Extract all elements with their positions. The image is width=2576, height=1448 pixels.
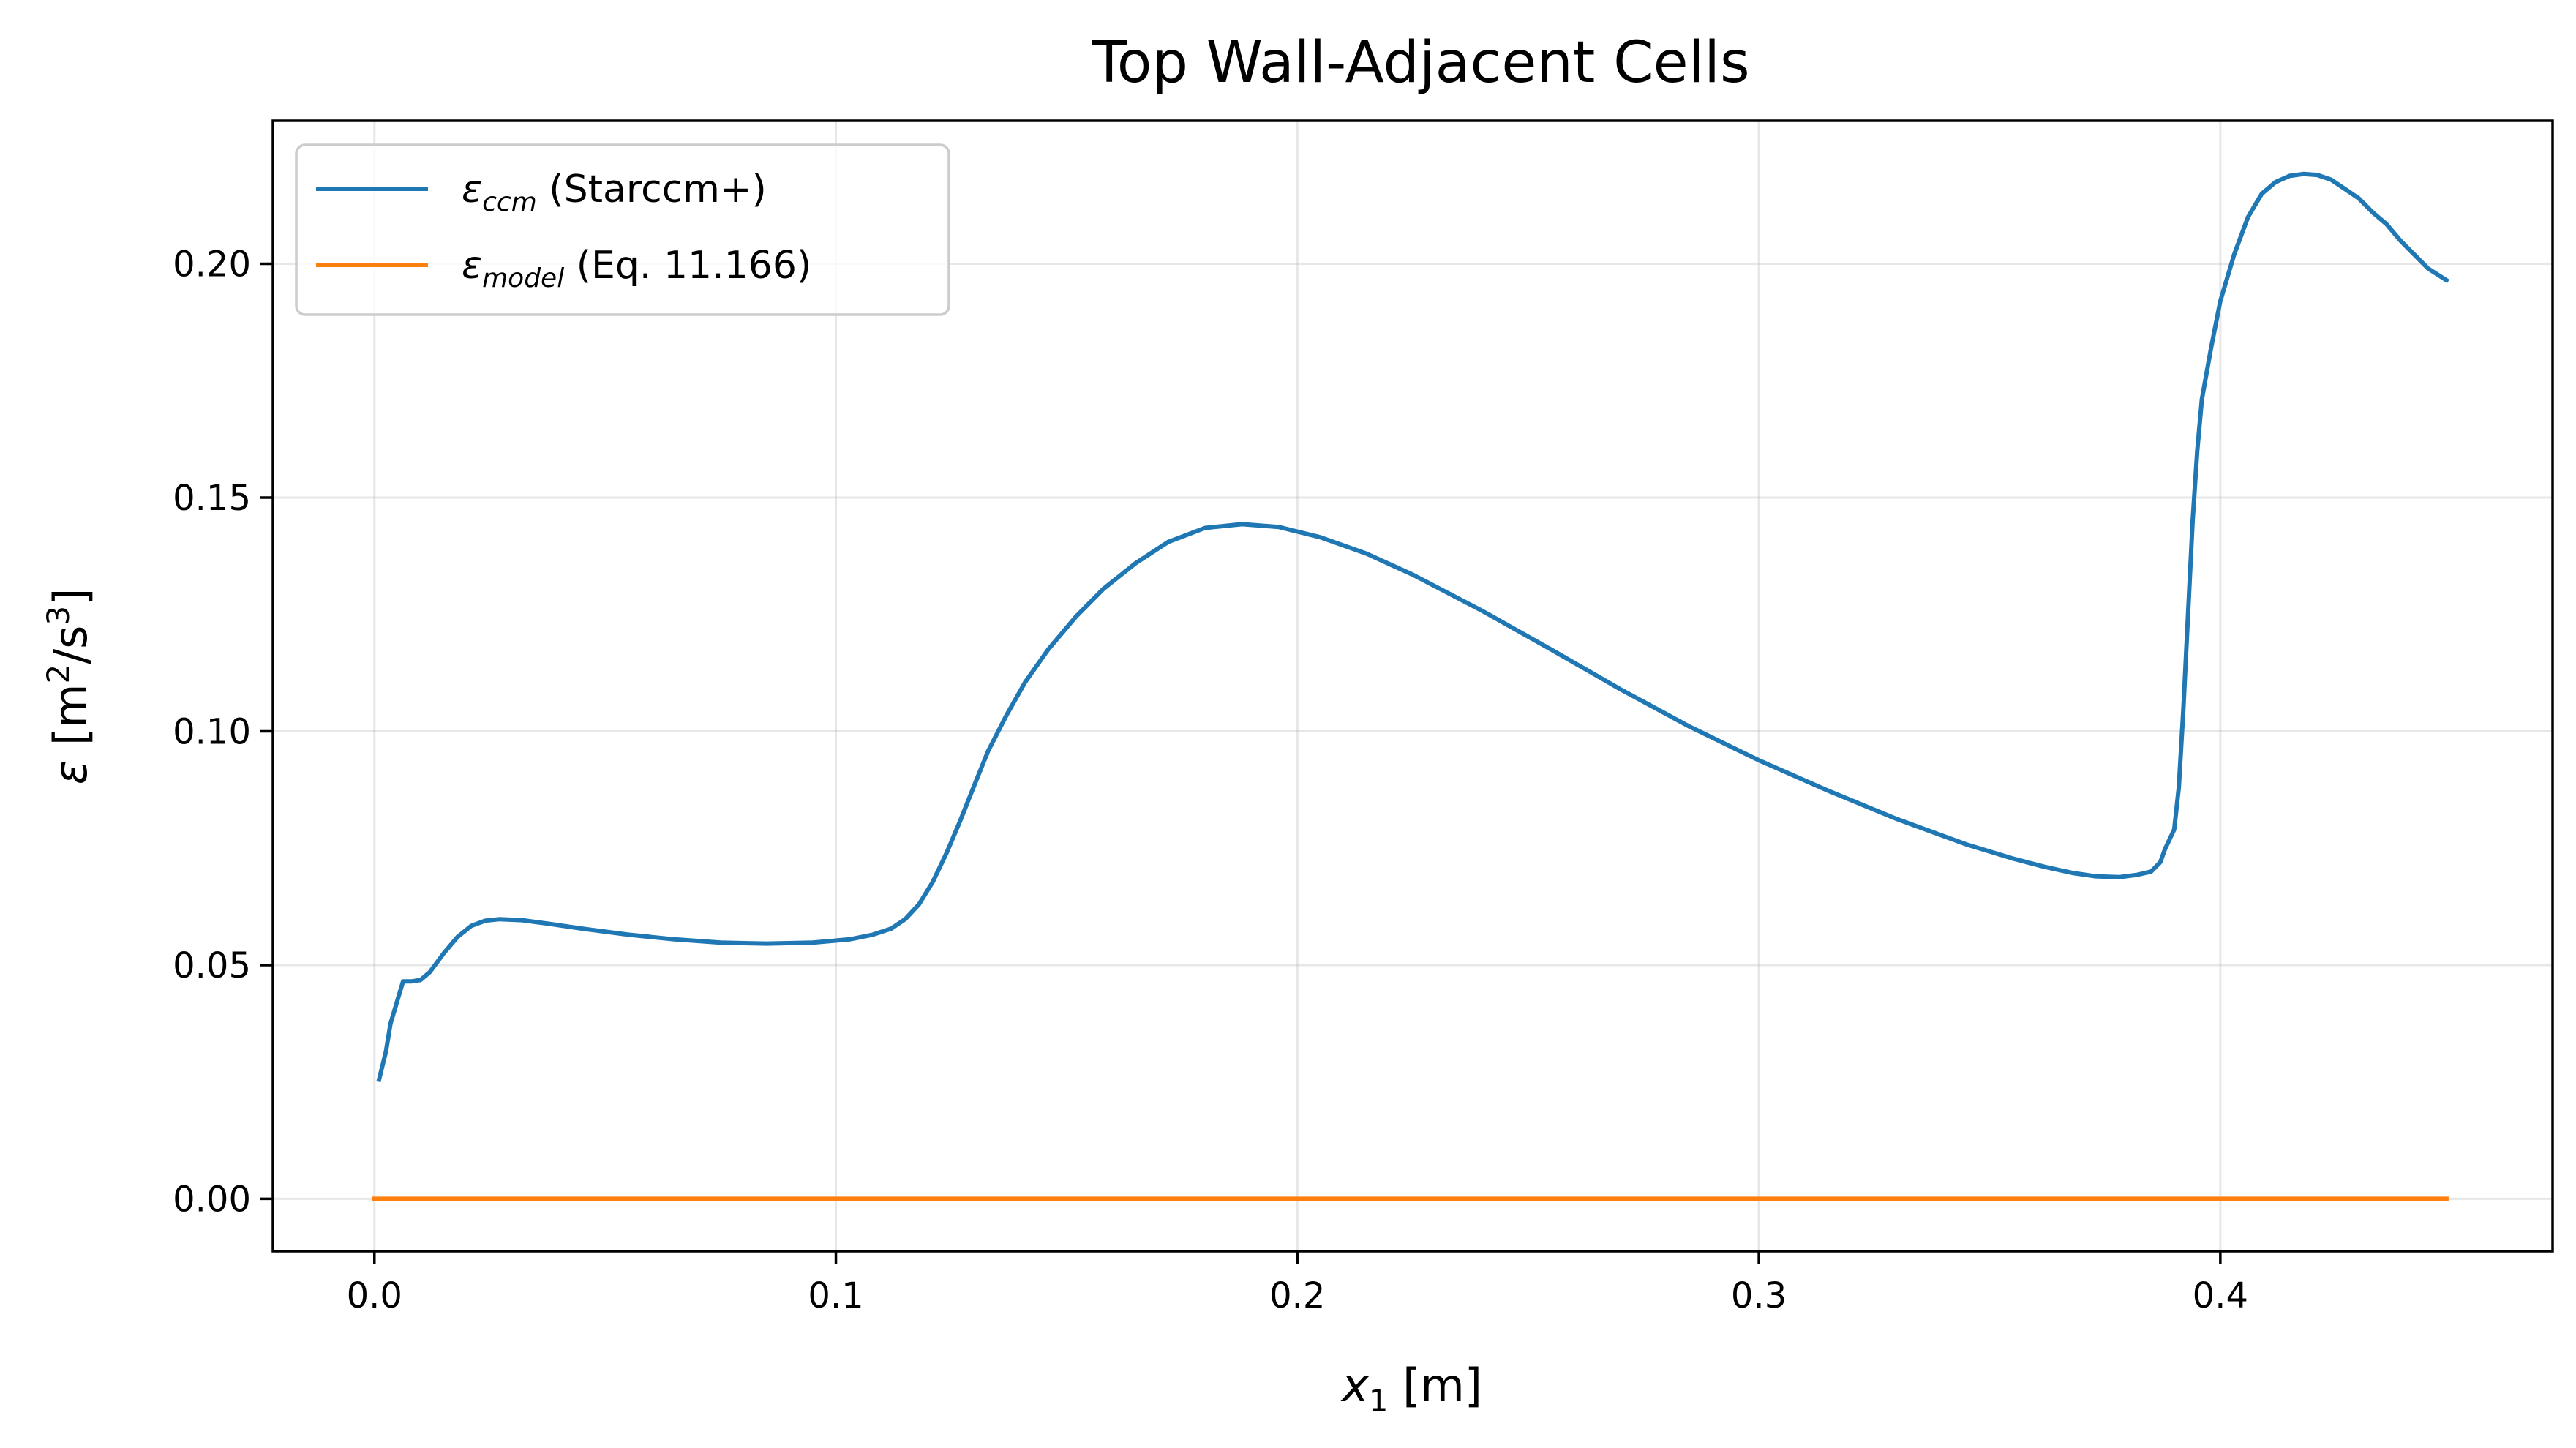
x-tick-label: 0.3 [1731,1275,1787,1316]
legend-label-model: εmodel (Eq. 11.166) [462,244,811,293]
x-tick-label: 0.2 [1269,1275,1325,1316]
legend: εccm (Starccm+) εmodel (Eq. 11.166) [295,143,950,316]
y-axis-variable: ε [44,760,97,785]
legend-box [295,143,950,316]
x-axis-variable: x [1340,1359,1370,1412]
y-tick-label: 0.05 [173,945,251,986]
y-axis-superscript-2: 3 [40,606,76,626]
legend-label-ccm: εccm (Starccm+) [462,168,767,217]
chart-title: Top Wall-Adjacent Cells [1091,30,1749,96]
y-tick-label: 0.10 [173,711,251,752]
y-tick-label: 0.20 [173,244,251,285]
y-axis-unit-close: ] [44,588,97,606]
y-tick-label: 0.00 [173,1179,251,1220]
y-axis-unit-open: [m [44,684,97,760]
legend-model-symbol: ε [462,244,482,288]
series-line-ccm [376,171,2450,1083]
legend-ccm-rest: (Starccm+) [537,168,767,211]
legend-ccm-symbol: ε [462,168,482,211]
axis-ticks: 0.0 0.1 0.2 0.3 0.4 0.00 0.05 0.10 0.15 0.20 [173,244,2248,1316]
legend-model-rest: (Eq. 11.166) [564,244,811,288]
legend-ccm-subscript: ccm [482,187,537,217]
x-axis-subscript: 1 [1369,1383,1389,1419]
y-axis-unit-mid: /s [44,626,97,664]
y-axis-superscript-1: 2 [40,664,76,684]
x-tick-label: 0.1 [808,1275,863,1316]
x-axis-unit: [m] [1388,1359,1482,1412]
x-axis-title: x1 [m] [1340,1359,1482,1419]
y-tick-label: 0.15 [173,478,251,519]
x-tick-label: 0.4 [2193,1275,2248,1316]
plot-series [372,171,2450,1201]
x-tick-label: 0.0 [347,1275,402,1316]
plot-frame [271,119,2554,1253]
y-axis-title: ε [m2/s3] [40,588,97,785]
legend-model-subscript: model [482,263,564,293]
